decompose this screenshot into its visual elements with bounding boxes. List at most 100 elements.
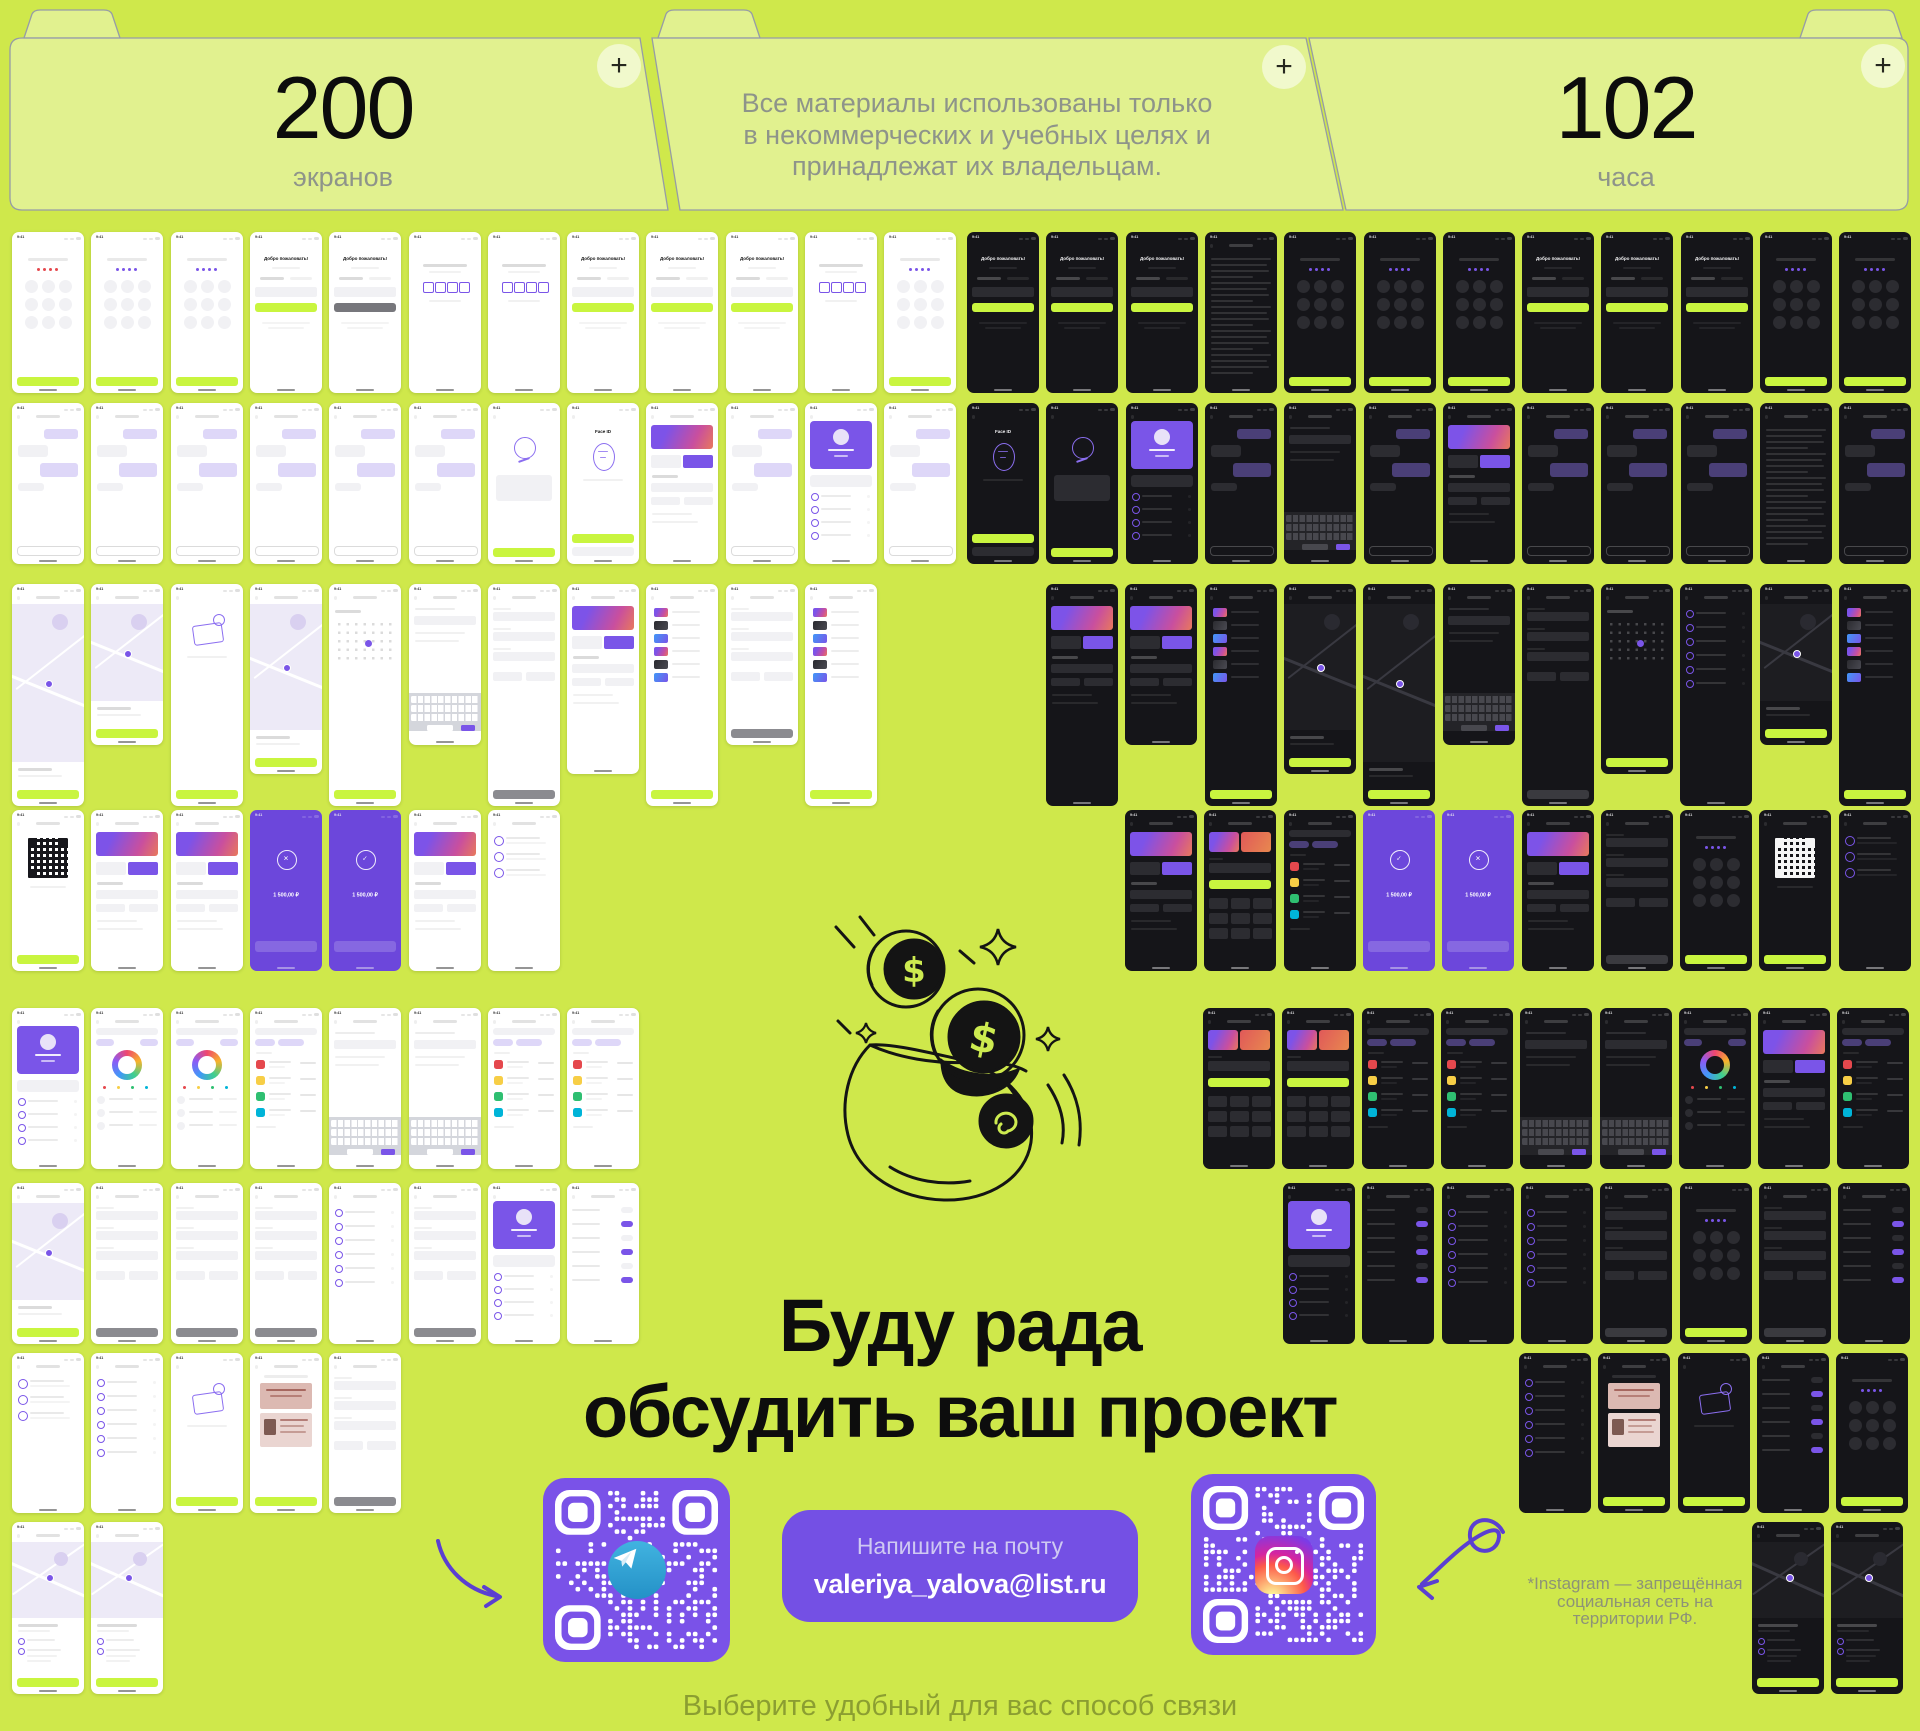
app-screen-thumbnail: 9:41 — [1046, 403, 1119, 564]
app-screen-thumbnail: 9:41 — [884, 232, 957, 393]
app-screen-thumbnail: 9:41 — [1839, 403, 1912, 564]
hours-count-value: 102 — [1555, 58, 1699, 157]
note-line: территории РФ. — [1572, 1609, 1698, 1628]
app-screen-thumbnail: 9:41 — [1839, 232, 1912, 393]
app-screen-thumbnail: 9:41 — [1361, 1008, 1434, 1169]
app-screen-thumbnail: 9:41 — [1760, 403, 1832, 564]
note-line: социальная сеть на — [1557, 1591, 1713, 1611]
app-screen-thumbnail: 9:41 — [805, 584, 877, 806]
app-screen-thumbnail: 9:41 — [12, 810, 84, 971]
app-screen-thumbnail: 9:41 — [1601, 584, 1674, 774]
app-screen-thumbnail: 9:41 — [170, 403, 243, 564]
headline-line-1: Буду рада — [778, 1284, 1143, 1367]
app-screen-thumbnail: 9:41 — [329, 403, 402, 564]
app-screen-thumbnail: 9:41 Добро пожаловать! — [329, 232, 402, 393]
app-screen-thumbnail: 9:41 — [884, 403, 957, 564]
app-screen-thumbnail: 9:41 — [1125, 810, 1197, 971]
app-screen-thumbnail: 9:41 — [1759, 584, 1832, 745]
email-button[interactable]: Напишите на почту valeriya_yalova@list.r… — [782, 1510, 1138, 1622]
materials-disclaimer: Все материалы использованы только в неко… — [737, 88, 1217, 183]
arrow-to-telegram-qr — [436, 1539, 502, 1608]
app-screen-thumbnail: 9:41 — [1204, 584, 1277, 806]
app-screen-thumbnail: 9:41 — [408, 232, 481, 393]
app-screen-thumbnail: 9:41 ✓ 1 500,00 ₽ — [1362, 810, 1435, 971]
app-screen-thumbnail: 9:41 — [91, 584, 164, 745]
expand-disclaimer-button[interactable]: + — [1262, 45, 1306, 89]
hours-count-stat: 102 часа — [1446, 62, 1806, 193]
app-screen-thumbnail: 9:41 — [1204, 232, 1277, 393]
app-screen-thumbnail: 9:41 — [1599, 1008, 1672, 1169]
arrow-to-instagram-qr — [1417, 1518, 1505, 1600]
app-screen-thumbnail: 9:41 — [1442, 403, 1515, 564]
app-screen-thumbnail: 9:41 — [249, 584, 322, 774]
app-screen-thumbnail: 9:41 ✕ 1 500,00 ₽ — [249, 810, 322, 971]
screens-count-value: 200 — [272, 58, 416, 157]
app-screen-thumbnail: 9:41 — [91, 810, 164, 971]
app-screen-thumbnail: 9:41 — [646, 584, 719, 806]
app-screen-thumbnail: 9:41 — [249, 403, 322, 564]
app-screen-thumbnail: 9:41 — [1680, 810, 1753, 971]
app-screen-thumbnail: 9:41 — [91, 1008, 164, 1169]
instagram-icon — [1254, 1535, 1313, 1594]
screens-count-label: экранов — [293, 162, 393, 192]
email-address: valeriya_yalova@list.ru — [813, 1568, 1107, 1599]
money-pouch-illustration: $ $ — [834, 915, 1082, 1202]
app-screen-thumbnail: 9:41 — [1831, 1522, 1904, 1694]
app-screen-thumbnail: 9:41 — [1760, 232, 1832, 393]
app-screen-thumbnail: 9:41 — [329, 1008, 402, 1169]
app-screen-thumbnail: 9:41 Добро пожаловать! — [1601, 232, 1674, 393]
disclaimer-line: Все материалы использованы только — [741, 88, 1213, 118]
app-screen-thumbnail: 9:41 — [12, 584, 84, 806]
telegram-qr-code[interactable] — [543, 1478, 730, 1662]
app-screen-thumbnail: 9:41 — [91, 1522, 164, 1694]
headline: Буду рада обсудить ваш проект — [0, 1283, 1920, 1455]
app-screen-thumbnail: 9:41 — [1046, 584, 1118, 806]
app-screen-thumbnail: 9:41 — [408, 810, 481, 971]
app-screen-thumbnail: 9:41 — [1284, 403, 1357, 564]
note-line: *Instagram — запрещённая — [1527, 1574, 1743, 1593]
app-screen-thumbnail: 9:41 — [1125, 403, 1198, 564]
contact-method-hint: Выберите удобный для вас способ связи — [682, 1690, 1238, 1722]
app-screen-thumbnail: 9:41 — [1759, 810, 1832, 971]
app-screen-thumbnail: 9:41 Добро пожаловать! — [725, 232, 798, 393]
app-screen-thumbnail: 9:41 — [805, 403, 877, 564]
app-screen-thumbnail: 9:41 — [249, 1008, 322, 1169]
app-screen-thumbnail: 9:41 — [1678, 1008, 1751, 1169]
app-screen-thumbnail: 9:41 — [12, 1008, 84, 1169]
app-screen-thumbnail: 9:41 — [1283, 810, 1356, 971]
app-screen-thumbnail: 9:41 Добро пожаловать! — [646, 232, 719, 393]
app-screen-thumbnail: 9:41 — [1758, 1008, 1831, 1169]
app-screen-thumbnail: 9:41 — [1363, 403, 1436, 564]
app-screen-thumbnail: 9:41 — [408, 1008, 481, 1169]
instagram-ban-note: *Instagram — запрещённая социальная сеть… — [1485, 1575, 1785, 1628]
app-screen-thumbnail: 9:41 — [1284, 232, 1357, 393]
app-screen-thumbnail: 9:41 — [1125, 584, 1198, 745]
app-screen-thumbnail: 9:41 — [487, 403, 560, 564]
app-screen-thumbnail: 9:41 — [1204, 403, 1277, 564]
app-screen-thumbnail: 9:41 — [1282, 1008, 1355, 1169]
screens-count-stat: 200 экранов — [163, 62, 523, 193]
app-screen-thumbnail: 9:41 — [12, 1522, 84, 1694]
app-screen-thumbnail: 9:41 — [1521, 584, 1594, 806]
app-screen-thumbnail: 9:41 Face ID — [967, 403, 1039, 564]
app-screen-thumbnail: 9:41 — [329, 584, 402, 806]
app-screen-thumbnail: 9:41 — [1440, 1008, 1513, 1169]
expand-screens-button[interactable]: + — [597, 44, 641, 88]
hours-count-label: часа — [1597, 162, 1655, 192]
app-screen-thumbnail: 9:41 Добро пожаловать! — [567, 232, 640, 393]
app-screen-thumbnail: 9:41 Добро пожаловать! — [249, 232, 322, 393]
app-screen-thumbnail: 9:41 Добро пожаловать! — [1046, 232, 1119, 393]
instagram-qr-code[interactable] — [1191, 1474, 1376, 1655]
app-screen-thumbnail: 9:41 — [91, 232, 164, 393]
app-screen-thumbnail: 9:41 — [725, 403, 798, 564]
app-screen-thumbnail: 9:41 — [170, 1008, 243, 1169]
app-screen-thumbnail: 9:41 — [1442, 232, 1515, 393]
app-screen-thumbnail: 9:41 — [567, 1008, 640, 1169]
app-screen-thumbnail: 9:41 — [170, 810, 243, 971]
app-screen-thumbnail: 9:41 — [1680, 403, 1753, 564]
app-screen-thumbnail: 9:41 — [646, 403, 719, 564]
app-screen-thumbnail: 9:41 — [567, 584, 640, 774]
expand-hours-button[interactable]: + — [1861, 44, 1905, 88]
app-screen-thumbnail: 9:41 — [408, 403, 481, 564]
